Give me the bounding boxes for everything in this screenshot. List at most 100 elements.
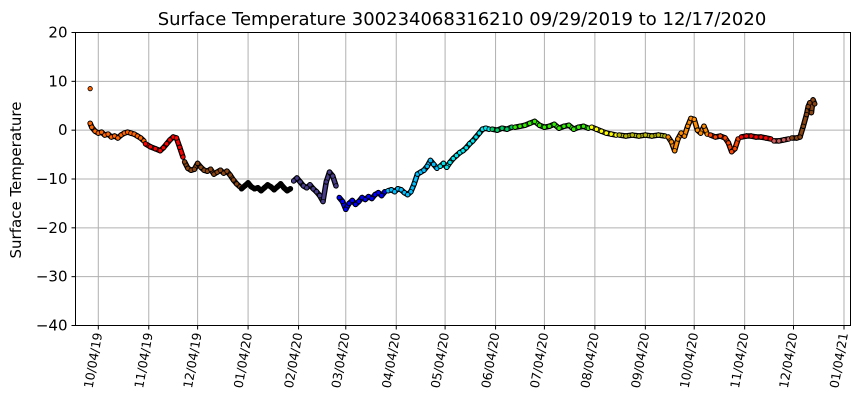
data-point: [623, 133, 629, 139]
data-series: [665, 115, 710, 154]
data-point: [356, 198, 362, 205]
data-point: [541, 124, 548, 130]
data-point: [712, 134, 718, 140]
data-point: [440, 160, 447, 166]
x-tick-label: 03/04/20: [328, 331, 353, 389]
data-point: [517, 123, 523, 129]
data-point: [556, 125, 562, 131]
data-point: [536, 122, 543, 128]
y-tick-label: −30: [36, 268, 68, 286]
data-series: [616, 132, 668, 139]
data-point: [181, 159, 188, 165]
data-point: [437, 163, 443, 169]
grid: [75, 32, 851, 326]
data-point: [499, 125, 505, 131]
data-point: [812, 101, 818, 107]
data-point: [258, 188, 264, 194]
data-point: [466, 141, 473, 147]
data-point: [694, 127, 701, 133]
data-series: [738, 133, 774, 142]
data-point: [268, 184, 274, 190]
x-tick-label: 10/04/19: [81, 331, 106, 389]
data-series: [181, 159, 243, 190]
data-point: [642, 132, 648, 138]
data-series: [489, 124, 515, 133]
data-point: [566, 122, 572, 128]
data-point: [668, 139, 675, 145]
data-series: [290, 169, 339, 205]
data-trace: [321, 180, 328, 203]
data-point: [408, 189, 414, 195]
data-series: [512, 118, 592, 132]
data-point: [339, 198, 346, 205]
data-point: [447, 159, 453, 165]
data-point: [238, 186, 245, 192]
data-point: [242, 183, 248, 189]
data-point: [180, 154, 186, 160]
data-point: [230, 177, 237, 183]
data-point: [797, 134, 803, 140]
data-point: [616, 132, 622, 138]
data-point: [470, 138, 476, 144]
data-series: [336, 188, 388, 213]
data-point: [392, 189, 398, 195]
data-point: [494, 127, 500, 133]
data-point: [522, 122, 528, 128]
data-point: [489, 126, 495, 132]
data-point: [142, 141, 149, 147]
data-point: [678, 130, 684, 136]
data-point: [291, 178, 297, 184]
data-point: [278, 181, 284, 187]
data-point: [743, 133, 749, 139]
data-series: [707, 132, 741, 155]
data-point: [636, 133, 642, 139]
data-series: [142, 134, 186, 160]
data-point: [725, 140, 731, 146]
data-point: [512, 124, 518, 130]
data-point: [378, 193, 385, 199]
data-series: [385, 157, 440, 198]
x-tick-label: 04/04/20: [379, 331, 404, 389]
data-point: [343, 206, 349, 212]
data-point: [313, 189, 320, 195]
y-tick-label: 20: [48, 24, 67, 42]
data-point: [195, 160, 201, 166]
data-point: [717, 133, 723, 139]
data-point: [281, 185, 287, 191]
data-point: [352, 201, 359, 207]
data-point: [398, 187, 404, 193]
data-point: [421, 167, 427, 173]
data-point: [463, 145, 469, 151]
data-point: [701, 123, 707, 129]
y-axis-label: Surface Temperature: [7, 102, 25, 259]
data-point: [138, 135, 144, 141]
data-point: [691, 116, 697, 123]
data-point: [808, 109, 815, 116]
data-point: [789, 135, 795, 141]
data-point: [362, 196, 368, 203]
x-tick-label: 01/04/21: [826, 331, 851, 389]
data-point: [575, 124, 582, 130]
x-tick-label: 10/04/20: [677, 331, 702, 389]
plot-frame: [75, 32, 851, 326]
data-point: [375, 190, 381, 196]
x-tick-label: 12/04/19: [180, 331, 205, 389]
data-point: [776, 138, 782, 144]
data-point: [152, 146, 158, 152]
data-point: [369, 195, 375, 202]
data-point: [603, 130, 609, 136]
data-series: [87, 86, 147, 144]
data-point: [307, 182, 313, 188]
chart-title: Surface Temperature 300234068316210 09/2…: [158, 9, 767, 30]
data-point: [771, 138, 777, 144]
data-series: [771, 136, 792, 144]
data-point: [115, 135, 121, 141]
data-point: [274, 184, 280, 190]
x-tick-label: 09/04/20: [628, 331, 653, 389]
x-tick-label: 08/04/20: [577, 331, 602, 389]
data-series: [789, 97, 818, 141]
data-point: [255, 185, 261, 191]
data-point: [444, 164, 450, 170]
data-point: [655, 132, 661, 138]
